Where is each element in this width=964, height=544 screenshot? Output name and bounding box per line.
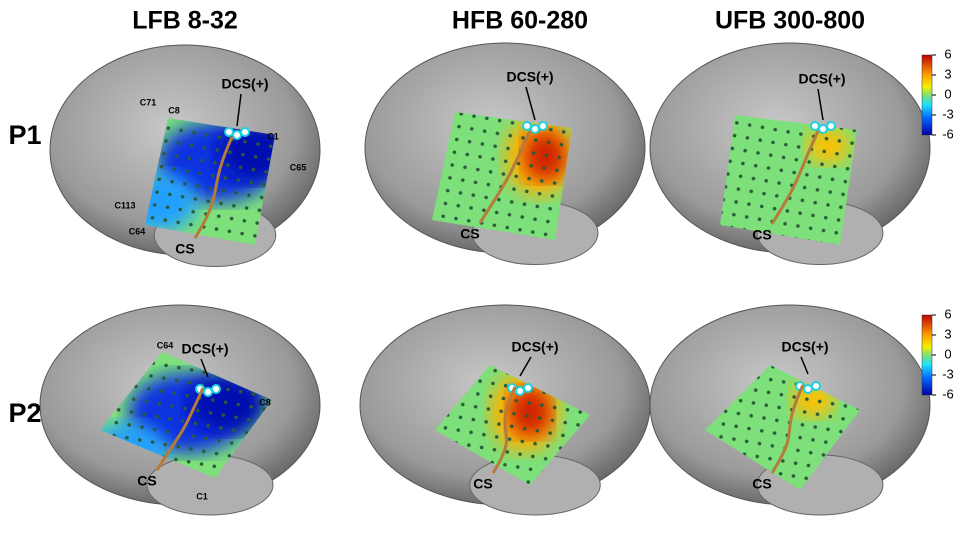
brain-panel: DCS(+) CS bbox=[359, 304, 651, 516]
electrode-label: C71 bbox=[140, 97, 157, 107]
central-sulcus bbox=[770, 130, 820, 225]
colorbar-tick-label: 0 bbox=[944, 86, 951, 101]
cs-label: CS bbox=[473, 476, 492, 492]
electrode-label: C65 bbox=[290, 162, 307, 172]
column-title: LFB 8-32 bbox=[132, 7, 238, 35]
cs-label: CS bbox=[175, 241, 194, 257]
stim-electrode bbox=[811, 381, 821, 391]
row-label: P2 bbox=[8, 398, 41, 428]
dcs-label: DCS(+) bbox=[511, 339, 558, 355]
electrodes bbox=[432, 112, 572, 240]
electrodes bbox=[145, 118, 275, 245]
brain-panel: DCS(+) CS bbox=[39, 304, 321, 516]
brain-panel: DCS(+) CS bbox=[49, 44, 321, 267]
stim-electrode bbox=[515, 386, 525, 396]
central-sulcus bbox=[770, 384, 805, 474]
dcs-arrow bbox=[817, 88, 824, 121]
colorbar-tick-label: -6 bbox=[942, 386, 954, 401]
dcs-label: DCS(+) bbox=[221, 76, 268, 92]
electrode-label: C1 bbox=[196, 491, 208, 501]
colorbar-tick-label: -3 bbox=[942, 106, 954, 121]
cs-label: CS bbox=[752, 476, 771, 492]
stim-electrode bbox=[810, 121, 820, 131]
colorbar bbox=[921, 54, 933, 136]
cs-label: CS bbox=[460, 226, 479, 242]
stim-electrode bbox=[523, 383, 533, 393]
dcs-arrow bbox=[200, 358, 209, 378]
electrode-label: C64 bbox=[157, 340, 174, 350]
stim-electrode bbox=[240, 127, 250, 137]
brain-panel: DCS(+) CS bbox=[649, 42, 931, 265]
electrode-label: C64 bbox=[129, 226, 146, 236]
row-label: P1 bbox=[8, 120, 41, 150]
dcs-label: DCS(+) bbox=[506, 69, 553, 85]
central-sulcus bbox=[193, 136, 234, 239]
electrodes bbox=[720, 115, 857, 245]
dcs-arrow bbox=[519, 356, 532, 377]
electrodes bbox=[100, 352, 272, 478]
dcs-arrow bbox=[525, 86, 536, 121]
stim-electrode bbox=[818, 124, 828, 134]
colorbar bbox=[921, 314, 933, 396]
stim-electrode bbox=[538, 121, 548, 131]
stim-electrode bbox=[232, 130, 242, 140]
colorbar-tick-label: -6 bbox=[942, 126, 954, 141]
brain-panel: DCS(+) CS bbox=[364, 42, 646, 265]
column-title: HFB 60-280 bbox=[452, 7, 588, 35]
electrode-label: C1 bbox=[267, 131, 279, 141]
cs-label: CS bbox=[752, 227, 771, 243]
colorbar-tick-label: 6 bbox=[944, 306, 951, 321]
stim-electrode bbox=[530, 124, 540, 134]
central-sulcus bbox=[491, 386, 517, 474]
stim-electrode bbox=[211, 384, 221, 394]
dcs-arrow bbox=[800, 356, 809, 375]
central-sulcus bbox=[478, 130, 532, 224]
colorbar-tick-label: 6 bbox=[944, 46, 951, 61]
dcs-label: DCS(+) bbox=[781, 339, 828, 355]
dcs-label: DCS(+) bbox=[798, 71, 845, 87]
electrode-label: C8 bbox=[259, 397, 271, 407]
stim-electrode bbox=[826, 121, 836, 131]
colorbar-tick-label: -3 bbox=[942, 366, 954, 381]
stim-electrode bbox=[803, 384, 813, 394]
stim-electrode bbox=[203, 387, 213, 397]
stim-electrode bbox=[224, 127, 234, 137]
dcs-label: DCS(+) bbox=[181, 341, 228, 357]
stim-electrode bbox=[522, 121, 532, 131]
colorbar-tick-label: 3 bbox=[944, 326, 951, 341]
cs-label: CS bbox=[137, 473, 156, 489]
electrodes bbox=[435, 365, 590, 485]
brain-panel: DCS(+) CS bbox=[649, 304, 931, 516]
electrodes bbox=[705, 365, 860, 490]
central-sulcus bbox=[155, 387, 205, 471]
dcs-arrow bbox=[236, 93, 242, 127]
electrode-label: C8 bbox=[168, 105, 180, 115]
column-title: UFB 300-800 bbox=[715, 7, 865, 35]
colorbar-tick-label: 3 bbox=[944, 66, 951, 81]
electrode-label: C113 bbox=[114, 200, 135, 210]
colorbar-tick-label: 0 bbox=[944, 346, 951, 361]
